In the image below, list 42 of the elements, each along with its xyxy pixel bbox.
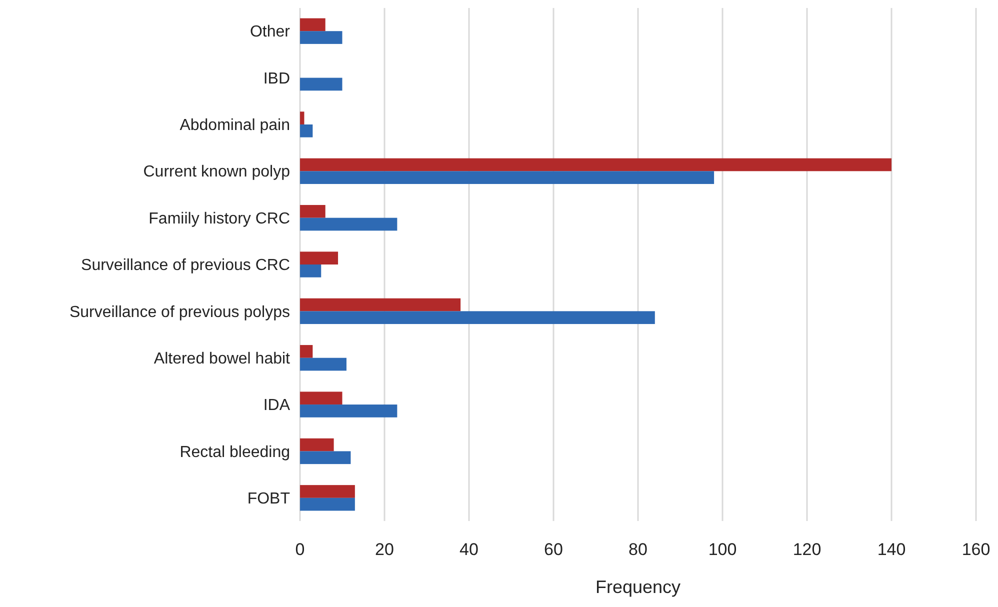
y-tick-label: Famiily history CRC: [148, 210, 290, 228]
bar: [300, 252, 338, 264]
x-tick-label: 20: [375, 540, 394, 559]
bar: [300, 158, 892, 172]
bar: [300, 485, 355, 498]
y-tick-label: Current known polyp: [143, 164, 290, 181]
x-tick-label: 0: [295, 540, 305, 559]
x-tick-label: 40: [460, 540, 478, 559]
bar: [300, 358, 346, 371]
bar: [300, 78, 342, 91]
bar: [300, 218, 398, 231]
bar: [300, 171, 714, 184]
bar: [300, 31, 342, 44]
y-tick-label: Abdominal pain: [180, 117, 290, 134]
bar: [300, 438, 334, 452]
x-axis-title: Frequency: [595, 577, 681, 597]
y-tick-label: Other: [250, 24, 291, 41]
bar: [300, 204, 326, 218]
bar: [300, 112, 304, 124]
x-tick-label: 140: [877, 540, 906, 559]
y-tick-label: FOBT: [247, 490, 290, 508]
y-tick-label: Surveillance of previous CRC: [81, 257, 290, 274]
y-tick-label: Surveillance of previous polyps: [69, 304, 290, 321]
bar: [300, 404, 398, 418]
x-tick-label: 100: [708, 540, 737, 559]
bar: [300, 451, 351, 464]
bar: [300, 345, 313, 358]
bar: [300, 498, 355, 511]
bar: [300, 264, 322, 278]
x-tick-label: 80: [628, 540, 648, 559]
x-tick-label: 60: [544, 540, 563, 559]
bar: [300, 298, 461, 312]
bar: [300, 18, 326, 32]
y-tick-label: IDA: [263, 397, 290, 414]
x-tick-label: 160: [962, 540, 990, 559]
y-tick-label: IBD: [263, 70, 290, 88]
bar: [300, 311, 655, 324]
bar: [300, 124, 313, 138]
x-tick-label: 120: [792, 540, 822, 559]
bar: [300, 392, 342, 405]
y-tick-label: Rectal bleeding: [180, 444, 290, 461]
y-tick-label: Altered bowel habit: [154, 350, 291, 368]
